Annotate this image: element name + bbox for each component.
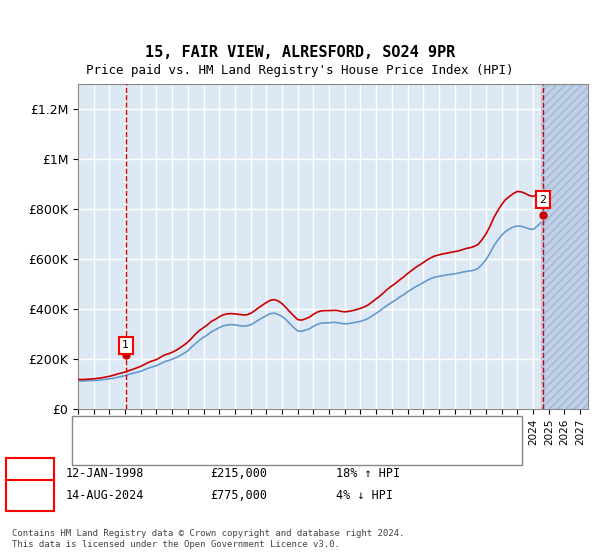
Text: 12-JAN-1998: 12-JAN-1998 xyxy=(66,466,145,480)
Text: 14-AUG-2024: 14-AUG-2024 xyxy=(66,489,145,502)
Text: Contains HM Land Registry data © Crown copyright and database right 2024.
This d: Contains HM Land Registry data © Crown c… xyxy=(12,529,404,549)
Text: Price paid vs. HM Land Registry's House Price Index (HPI): Price paid vs. HM Land Registry's House … xyxy=(86,64,514,77)
Text: 1: 1 xyxy=(122,340,129,351)
Text: 15, FAIR VIEW, ALRESFORD, SO24 9PR: 15, FAIR VIEW, ALRESFORD, SO24 9PR xyxy=(145,45,455,60)
Text: HPI: Average price, detached house, Winchester: HPI: Average price, detached house, Winc… xyxy=(120,443,407,453)
Text: £775,000: £775,000 xyxy=(210,489,267,502)
Text: 1: 1 xyxy=(26,466,34,480)
Bar xyxy=(541,84,588,409)
Text: 4% ↓ HPI: 4% ↓ HPI xyxy=(336,489,393,502)
Text: 2: 2 xyxy=(26,489,34,502)
Text: £215,000: £215,000 xyxy=(210,466,267,480)
Text: 18% ↑ HPI: 18% ↑ HPI xyxy=(336,466,400,480)
Text: 15, FAIR VIEW, ALRESFORD, SO24 9PR (detached house): 15, FAIR VIEW, ALRESFORD, SO24 9PR (deta… xyxy=(120,426,439,436)
Text: 2: 2 xyxy=(539,195,547,204)
